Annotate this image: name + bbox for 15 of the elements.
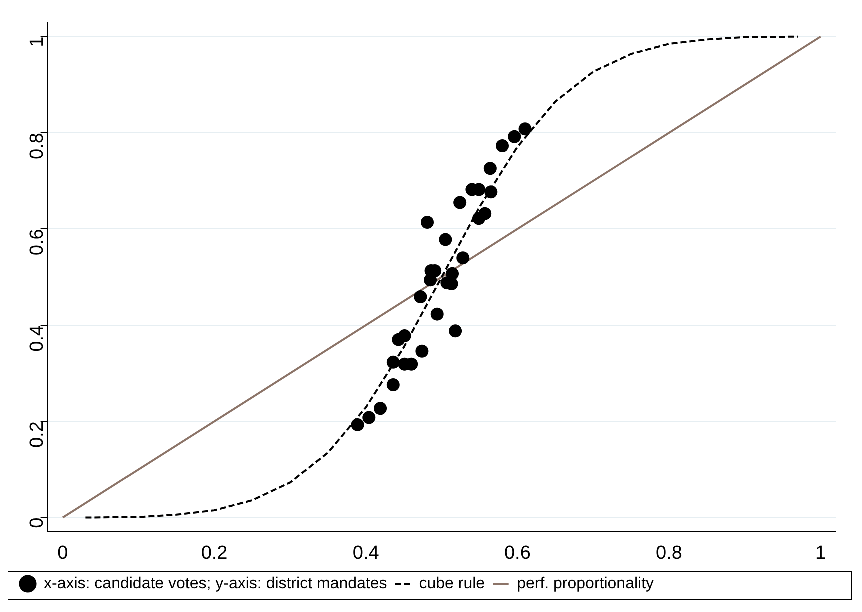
- y-tick-label: 0.8: [27, 133, 48, 160]
- legend-label: x-axis: candidate votes; y-axis: district mandates: [44, 575, 388, 592]
- x-tick-label: 0.2: [201, 542, 228, 564]
- x-tick-label: 0.8: [656, 542, 682, 564]
- legend-label: cube rule: [419, 575, 486, 592]
- x-tick-label: 0.6: [504, 542, 531, 564]
- x-tick-label: 0.4: [352, 542, 380, 564]
- y-tick-label: 0: [27, 518, 48, 528]
- legend-label: perf. proportionality: [517, 575, 654, 592]
- x-tick-label: 1: [816, 542, 826, 564]
- y-tick-label: 0.2: [27, 422, 48, 448]
- y-tick-label: 0.6: [27, 229, 48, 256]
- y-tick-label: 0.4: [27, 324, 48, 352]
- x-tick-label: 0: [58, 542, 68, 564]
- y-tick-label: 1: [27, 36, 48, 48]
